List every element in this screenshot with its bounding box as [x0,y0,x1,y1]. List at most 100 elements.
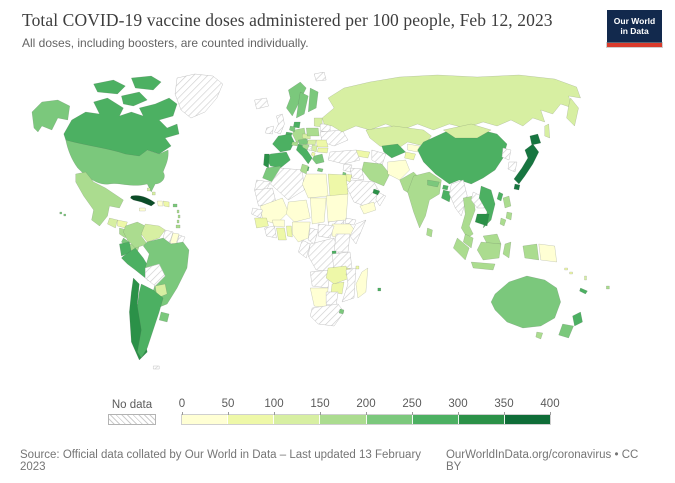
country-canada-arctic-2[interactable] [131,75,162,91]
country-senegal[interactable] [251,207,263,219]
country-poland[interactable] [306,127,320,137]
country-burkina-faso[interactable] [272,219,285,228]
country-serbia[interactable] [311,144,318,153]
country-greece[interactable] [311,153,325,173]
legend-color-cell[interactable] [458,415,505,424]
country-niger[interactable] [286,199,311,223]
country-nepal[interactable] [427,179,440,188]
country-fiji[interactable] [606,285,610,290]
country-sumatra[interactable] [453,237,470,261]
country-russia[interactable] [321,74,581,133]
country-bulgaria[interactable] [316,147,329,154]
country-papua-new-guinea[interactable] [538,243,557,263]
country-sweden[interactable] [296,91,309,119]
country-south-korea[interactable] [507,161,518,173]
country-japan[interactable] [513,133,542,191]
country-eritrea[interactable] [344,217,357,226]
country-uganda-kenya[interactable] [333,233,351,253]
country-algeria[interactable] [270,167,305,201]
country-benin[interactable] [286,225,293,238]
country-afghanistan[interactable] [387,159,410,181]
country-jamaica[interactable] [139,207,146,212]
country-falkland-islands[interactable] [152,365,160,370]
legend-color-cell[interactable] [274,415,321,424]
country-mongolia[interactable] [442,123,492,139]
country-trinidad[interactable] [175,224,181,229]
country-australia[interactable] [490,275,561,329]
country-kazakhstan[interactable] [365,125,432,151]
country-france[interactable] [272,133,295,153]
country-congo-gabon[interactable] [298,239,311,259]
country-new-caledonia[interactable] [579,287,588,295]
owid-logo[interactable]: Our World in Data [606,10,663,48]
country-lesser-antilles[interactable] [176,209,181,224]
country-borneo-indonesia[interactable] [476,241,502,261]
country-venezuela[interactable] [141,223,166,243]
country-usa[interactable] [65,139,169,193]
country-vanuatu[interactable] [584,275,587,281]
legend-color-cell[interactable] [182,415,229,424]
country-iran[interactable] [361,161,390,187]
country-canada-arctic-1[interactable] [93,79,126,95]
country-finland[interactable] [308,87,319,113]
country-uruguay[interactable] [158,311,170,323]
country-ireland[interactable] [265,125,274,135]
country-zimbabwe[interactable] [330,281,345,295]
country-hawaii[interactable] [59,211,66,217]
country-india[interactable] [407,171,442,229]
country-libya[interactable] [302,173,329,199]
country-brazil[interactable] [143,237,190,309]
country-bhutan[interactable] [442,184,449,191]
country-guinea[interactable] [254,217,269,229]
country-comoros[interactable] [355,265,360,270]
country-switzerland[interactable] [291,141,299,147]
country-tanzania[interactable] [331,251,353,271]
country-west-papua[interactable] [522,243,539,261]
country-bolivia[interactable] [145,263,166,287]
country-south-africa[interactable] [309,303,345,327]
country-hungary[interactable] [307,139,317,146]
country-cambodia[interactable] [474,213,490,227]
country-somalia[interactable] [349,219,367,245]
country-united-kingdom[interactable] [274,113,285,135]
country-malaysia-peninsula[interactable] [463,233,474,249]
country-puerto-rico[interactable] [172,203,178,208]
country-philippines[interactable] [499,195,513,227]
country-sudan[interactable] [325,193,349,223]
legend-scale[interactable]: 0 50 100 150 200 250 300 350 400 [179,398,560,425]
country-north-korea[interactable] [501,147,512,161]
country-new-zealand-south[interactable] [558,323,574,339]
country-taiwan[interactable] [496,191,504,202]
country-spain[interactable] [266,151,291,169]
country-yemen[interactable] [359,201,377,215]
country-namibia[interactable] [310,287,329,309]
country-tajikistan[interactable] [404,151,416,161]
country-portugal[interactable] [263,153,270,169]
country-eswatini[interactable] [338,308,345,315]
country-madagascar[interactable] [355,267,369,299]
country-dominican-republic[interactable] [162,200,170,208]
country-cote-divoire[interactable] [264,225,277,239]
legend-no-data[interactable]: No data [100,399,164,425]
country-haiti[interactable] [156,200,164,207]
country-central-african-republic[interactable] [317,223,335,239]
country-botswana[interactable] [325,291,339,307]
country-denmark[interactable] [293,121,301,129]
country-kamchatka[interactable] [566,97,579,127]
country-sri-lanka[interactable] [426,227,433,238]
country-solomon-islands[interactable] [564,267,573,275]
country-sulawesi[interactable] [502,241,512,259]
country-croatia[interactable] [302,143,310,151]
country-uzbekistan[interactable] [381,143,406,159]
country-guatemala[interactable] [107,217,118,229]
country-turkey[interactable] [327,149,361,165]
country-oman[interactable] [375,191,387,207]
country-alaska[interactable] [31,99,70,133]
country-bangladesh[interactable] [441,189,452,203]
country-cameroon[interactable] [307,227,319,245]
owid-credit-link[interactable]: OurWorldInData.org/coronavirus • CC BY [445,449,639,473]
country-new-zealand-north[interactable] [572,311,583,327]
country-romania[interactable] [315,139,329,148]
country-sakhalin[interactable] [544,123,550,139]
country-norway[interactable] [286,81,307,117]
